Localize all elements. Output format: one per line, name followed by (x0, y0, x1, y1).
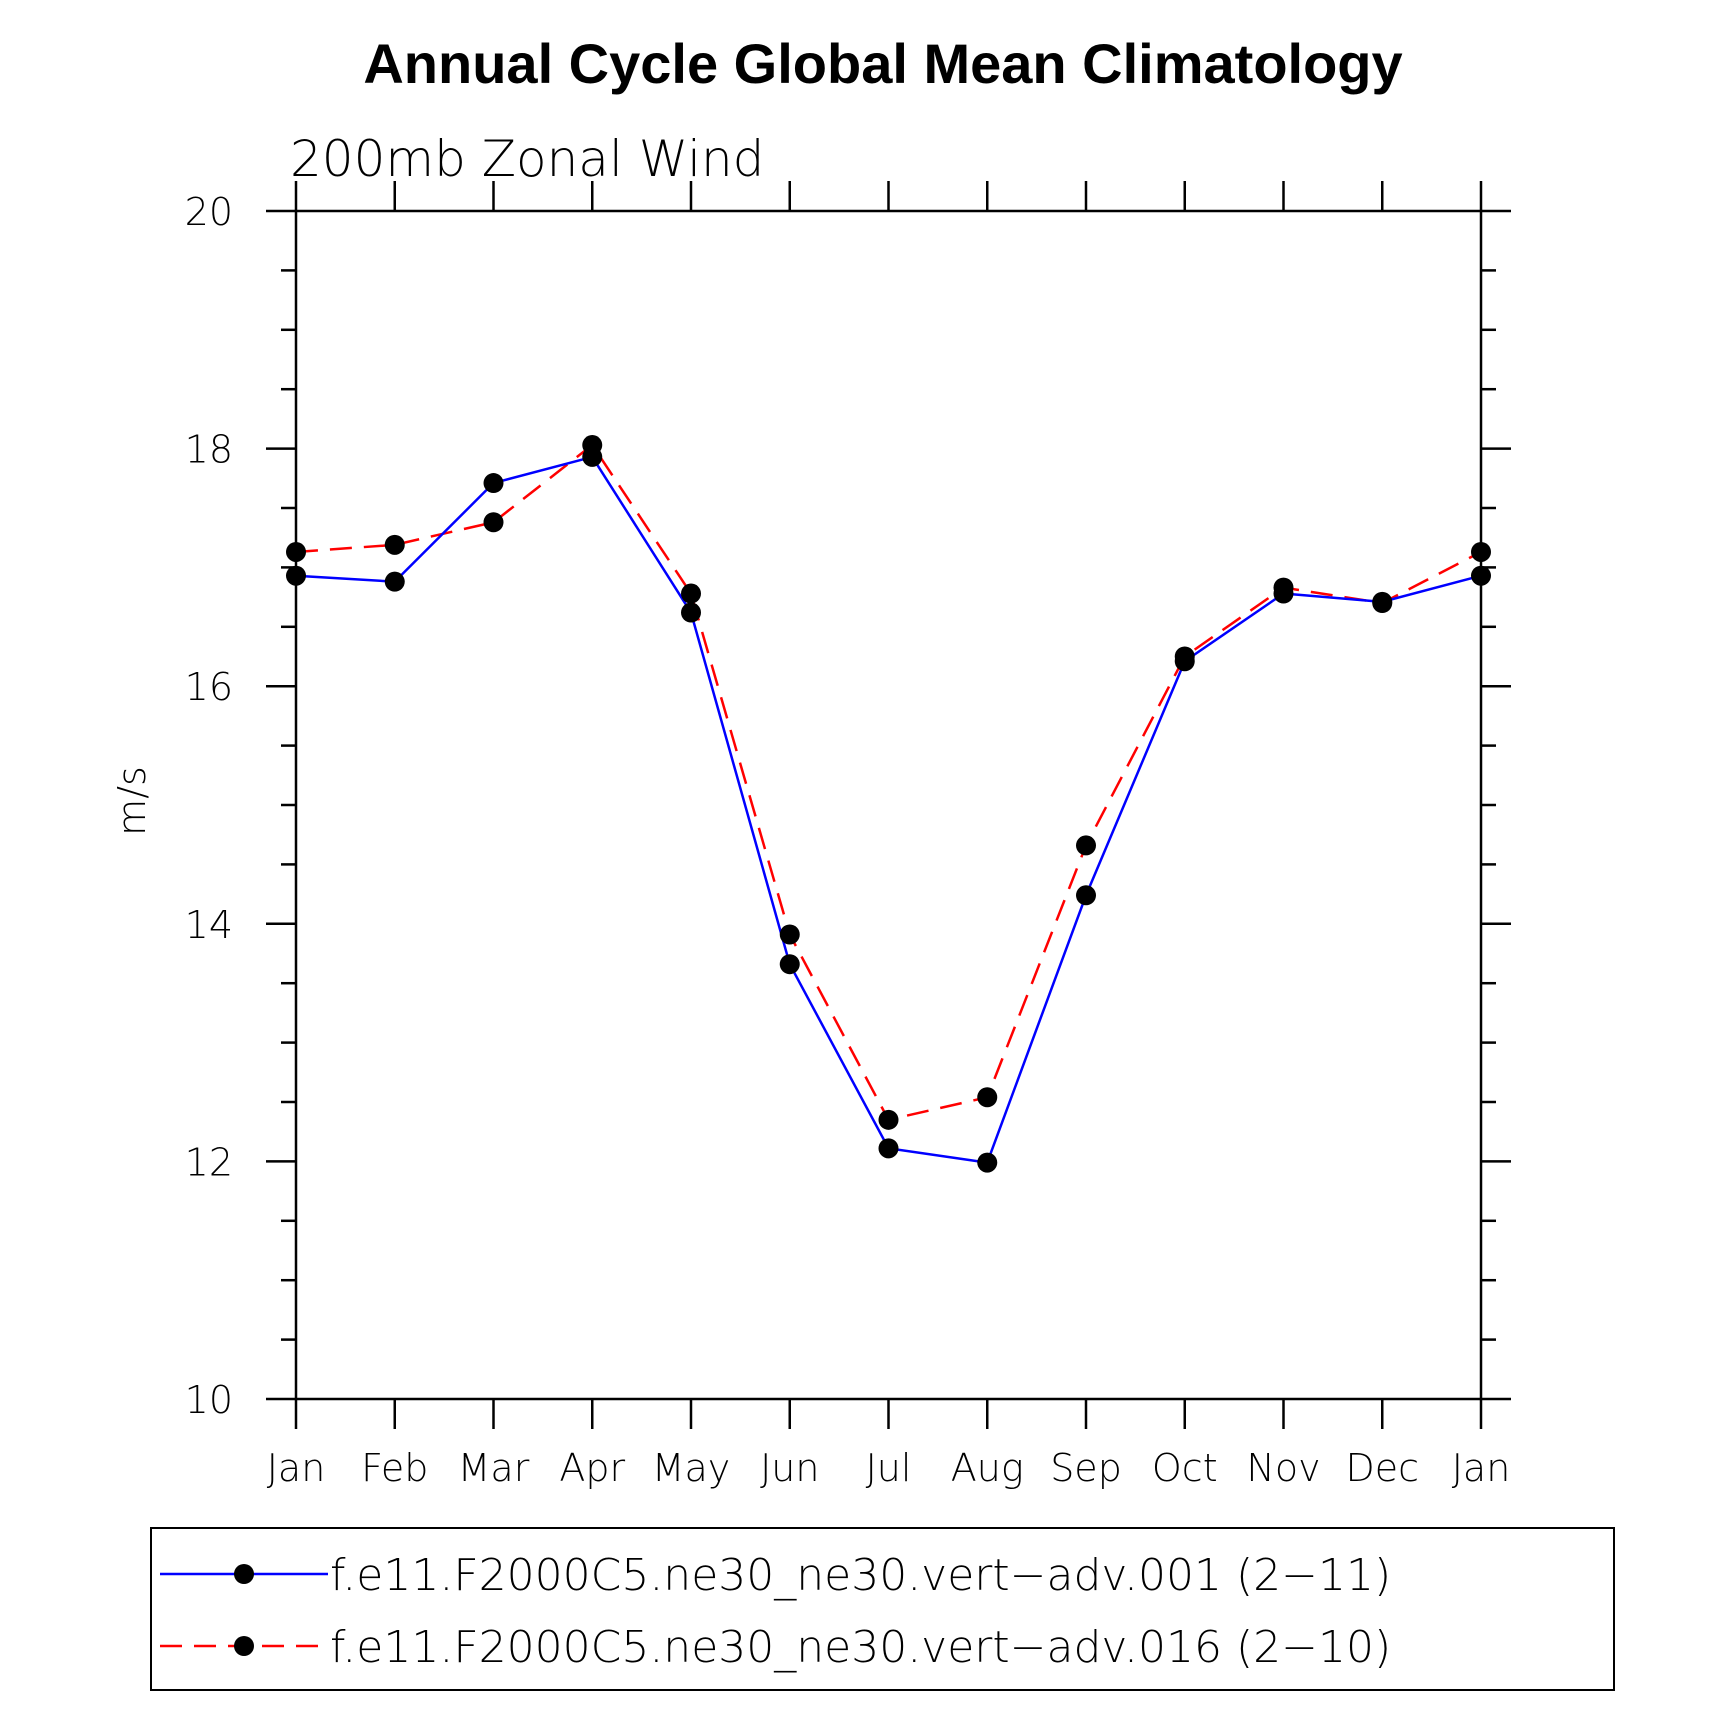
series-line-2 (295, 443, 1482, 1122)
data-point-series-1 (878, 1138, 899, 1159)
legend-label-series-1: f.e11.F2000C5.ne30_ne30.vert−adv.001 (2−… (330, 1550, 1391, 1601)
y-tick-label: 10 (185, 1378, 233, 1422)
data-point-series-2 (286, 541, 306, 562)
series-group (286, 435, 1491, 1173)
data-point-series-2 (779, 924, 800, 945)
legend-marker-series-2 (234, 1636, 254, 1656)
legend-box (150, 1527, 1615, 1691)
x-tick-label: Aug (951, 1446, 1024, 1490)
y-tick-label: 20 (185, 190, 233, 234)
x-tick-label: Dec (1345, 1446, 1419, 1490)
x-tick-label: Jul (866, 1446, 912, 1490)
y-tick-label: 16 (185, 665, 233, 709)
x-tick-label: Oct (1152, 1446, 1218, 1490)
data-point-series-1 (483, 473, 504, 494)
data-point-series-2 (1372, 593, 1393, 614)
x-tick-label: Jun (760, 1446, 819, 1490)
data-point-series-2 (1273, 577, 1294, 598)
data-point-series-1 (1471, 565, 1491, 586)
legend: f.e11.F2000C5.ne30_ne30.vert−adv.001 (2−… (150, 1527, 1615, 1691)
legend-label-series-2: f.e11.F2000C5.ne30_ne30.vert−adv.016 (2−… (330, 1622, 1391, 1673)
data-point-series-2 (483, 512, 504, 533)
series-line-1 (295, 455, 1482, 1164)
data-point-series-1 (779, 954, 800, 975)
x-tick-label: Apr (559, 1446, 625, 1490)
data-point-series-2 (582, 435, 603, 456)
y-tick-label: 12 (185, 1140, 233, 1184)
data-point-series-1 (286, 565, 306, 586)
data-point-series-1 (977, 1152, 998, 1173)
y-tick-label: 18 (185, 428, 233, 472)
data-point-series-2 (681, 583, 701, 604)
data-point-series-2 (878, 1109, 899, 1130)
data-point-series-1 (384, 571, 405, 592)
x-tick-label: Jan (267, 1446, 326, 1490)
data-point-series-2 (977, 1087, 998, 1108)
x-tick-label: Mar (458, 1446, 530, 1490)
data-point-series-1 (681, 602, 701, 623)
axes: Jan Feb Mar Apr May Jun Jul Aug Sep Oct Nov Dec Jan 1… (185, 181, 1511, 1490)
y-axis-label: m/s (110, 766, 154, 836)
x-tick-label: Sep (1050, 1446, 1122, 1490)
plot-frame (294, 209, 1483, 1401)
x-tick-label: Jan (1452, 1446, 1511, 1490)
data-point-series-1 (1076, 885, 1096, 906)
data-point-series-2 (1471, 541, 1491, 562)
y-tick-label: 14 (185, 903, 233, 947)
data-point-series-2 (1076, 835, 1096, 856)
data-point-series-2 (384, 534, 405, 555)
legend-marker-series-1 (234, 1564, 254, 1584)
x-tick-label: May (652, 1446, 731, 1490)
chart-subtitle: 200mb Zonal Wind (290, 130, 764, 188)
x-tick-label: Nov (1246, 1446, 1320, 1490)
chart-title: Annual Cycle Global Mean Climatology (363, 32, 1402, 95)
data-point-series-2 (1174, 646, 1195, 667)
x-tick-label: Feb (361, 1446, 428, 1490)
